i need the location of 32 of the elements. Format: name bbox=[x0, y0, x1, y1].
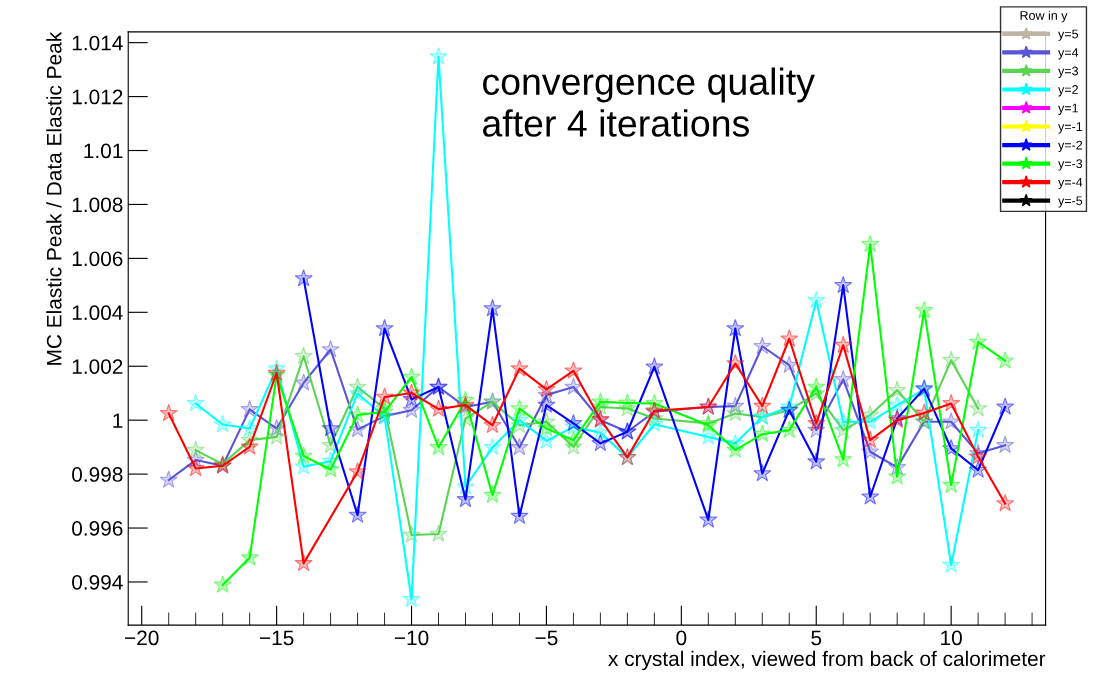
legend-title: Row in y bbox=[1020, 10, 1068, 23]
annotation: convergence quality after 4 iterations bbox=[483, 67, 815, 137]
y-tick-label: 0.998 bbox=[72, 467, 123, 482]
x-tick-label: −10 bbox=[394, 630, 429, 646]
x-axis-title: x crystal index, viewed from back of calorimeter bbox=[608, 650, 1046, 671]
y-tick-label: 1 bbox=[113, 413, 123, 428]
x-tick-label: −20 bbox=[125, 630, 159, 646]
y-axis-title: MC Elastic Peak / Data Elastic Peak bbox=[46, 31, 62, 365]
y-tick-label: 1.006 bbox=[72, 251, 123, 267]
y-tick-label: 0.996 bbox=[72, 521, 123, 536]
y-tick-label: 0.994 bbox=[72, 574, 123, 590]
legend-label: y=-5 bbox=[1058, 196, 1083, 208]
x-tick-label: 5 bbox=[811, 630, 822, 646]
legend-label: y=5 bbox=[1058, 29, 1079, 41]
legend-label: y=1 bbox=[1058, 103, 1078, 115]
legend-label: y=-4 bbox=[1058, 177, 1083, 190]
legend-label: y=3 bbox=[1058, 66, 1078, 78]
legend-label: y=2 bbox=[1058, 85, 1078, 97]
y-tick-label: 1.002 bbox=[72, 359, 123, 374]
x-tick-label: −15 bbox=[259, 630, 294, 646]
x-tick-label: −5 bbox=[535, 630, 558, 646]
legend-label: y=-2 bbox=[1058, 140, 1083, 153]
x-tick-label: 0 bbox=[676, 630, 687, 646]
x-tick-label: 10 bbox=[941, 630, 962, 646]
y-tick-label: 1.012 bbox=[72, 89, 123, 105]
y-tick-label: 1.01 bbox=[84, 143, 123, 159]
legend-label: y=4 bbox=[1058, 48, 1079, 60]
y-tick-label: 1.004 bbox=[72, 305, 123, 321]
y-tick-label: 1.014 bbox=[72, 35, 123, 51]
legend-label: y=-3 bbox=[1058, 159, 1083, 171]
legend-label: y=-1 bbox=[1058, 122, 1083, 134]
y-tick-label: 1.008 bbox=[72, 197, 123, 213]
